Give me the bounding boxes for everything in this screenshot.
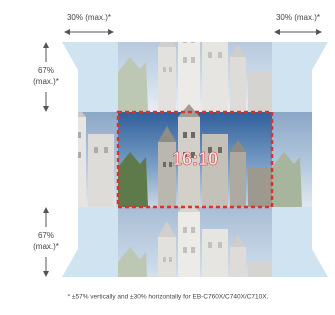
- lens-shift-diagram: 16:10 30% (max.)* 30% (max.)* 67% (max.)…: [0, 0, 335, 315]
- shift-label: 67%: [38, 231, 54, 240]
- shift-label: (max.)*: [33, 77, 59, 86]
- shift-label: 30% (max.)*: [276, 13, 320, 22]
- shift-label: 67%: [38, 66, 54, 75]
- aspect-label: 16:10: [172, 149, 218, 169]
- shift-label: (max.)*: [33, 242, 59, 251]
- footnote: * ±57% vertically and ±30% horizontally …: [68, 294, 269, 301]
- shift-label: 30% (max.)*: [67, 13, 111, 22]
